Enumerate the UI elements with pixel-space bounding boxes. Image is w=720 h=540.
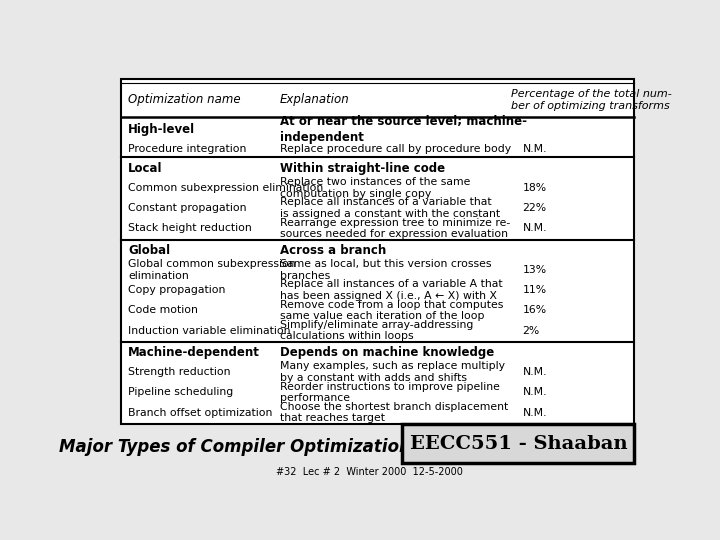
- Text: Pipeline scheduling: Pipeline scheduling: [128, 387, 233, 397]
- Text: Remove code from a loop that computes
same value each iteration of the loop: Remove code from a loop that computes sa…: [280, 300, 503, 321]
- Text: Percentage of the total num-
ber of optimizing transforms: Percentage of the total num- ber of opti…: [511, 89, 672, 111]
- Text: Copy propagation: Copy propagation: [128, 285, 225, 295]
- Text: EECC551 - Shaaban: EECC551 - Shaaban: [410, 435, 627, 453]
- Text: Code motion: Code motion: [128, 306, 198, 315]
- Text: Rearrange expression tree to minimize re-
sources needed for expression evaluati: Rearrange expression tree to minimize re…: [280, 218, 510, 239]
- Text: 22%: 22%: [523, 203, 546, 213]
- Text: Replace procedure call by procedure body: Replace procedure call by procedure body: [280, 144, 511, 154]
- Text: 16%: 16%: [523, 306, 546, 315]
- Text: N.M.: N.M.: [523, 387, 547, 397]
- Text: Replace two instances of the same
computation by single copy: Replace two instances of the same comput…: [280, 177, 470, 199]
- Text: High-level: High-level: [128, 124, 195, 137]
- FancyBboxPatch shape: [121, 79, 634, 424]
- Text: Major Types of Compiler Optimization: Major Types of Compiler Optimization: [59, 437, 411, 456]
- Text: 2%: 2%: [523, 326, 540, 336]
- Text: Constant propagation: Constant propagation: [128, 203, 246, 213]
- Text: Induction variable elimination: Induction variable elimination: [128, 326, 290, 336]
- Text: 13%: 13%: [523, 265, 546, 275]
- Text: Explanation: Explanation: [280, 93, 349, 106]
- Text: Simplify/eliminate array-addressing
calculations within loops: Simplify/eliminate array-addressing calc…: [280, 320, 473, 341]
- Text: Choose the shortest branch displacement
that reaches target: Choose the shortest branch displacement …: [280, 402, 508, 423]
- Text: #32  Lec # 2  Winter 2000  12-5-2000: #32 Lec # 2 Winter 2000 12-5-2000: [276, 467, 462, 477]
- Text: Common subexpression elimination: Common subexpression elimination: [128, 183, 323, 193]
- Text: 18%: 18%: [523, 183, 546, 193]
- FancyBboxPatch shape: [402, 424, 634, 463]
- Text: Many examples, such as replace multiply
by a constant with adds and shifts: Many examples, such as replace multiply …: [280, 361, 505, 383]
- Text: Branch offset optimization: Branch offset optimization: [128, 408, 272, 417]
- Text: N.M.: N.M.: [523, 144, 547, 154]
- Text: Across a branch: Across a branch: [280, 244, 386, 256]
- Text: Replace all instances of a variable A that
has been assigned X (i.e., A ← X) wit: Replace all instances of a variable A th…: [280, 279, 503, 301]
- Text: N.M.: N.M.: [523, 408, 547, 417]
- Text: Global common subexpression
elimination: Global common subexpression elimination: [128, 259, 296, 281]
- Text: At or near the source level; machine-
independent: At or near the source level; machine- in…: [280, 116, 527, 144]
- Text: Stack height reduction: Stack height reduction: [128, 224, 252, 233]
- Text: Local: Local: [128, 161, 163, 174]
- Text: Machine-dependent: Machine-dependent: [128, 346, 260, 359]
- Text: Within straight-line code: Within straight-line code: [280, 161, 445, 174]
- Text: Strength reduction: Strength reduction: [128, 367, 230, 377]
- Text: Global: Global: [128, 244, 170, 256]
- Text: N.M.: N.M.: [523, 224, 547, 233]
- Text: Reorder instructions to improve pipeline
performance: Reorder instructions to improve pipeline…: [280, 382, 500, 403]
- Text: Optimization name: Optimization name: [128, 93, 240, 106]
- Text: Procedure integration: Procedure integration: [128, 144, 246, 154]
- Text: 11%: 11%: [523, 285, 546, 295]
- Text: N.M.: N.M.: [523, 367, 547, 377]
- Text: Same as local, but this version crosses
branches: Same as local, but this version crosses …: [280, 259, 491, 281]
- Text: Replace all instances of a variable that
is assigned a constant with the constan: Replace all instances of a variable that…: [280, 197, 500, 219]
- Text: Depends on machine knowledge: Depends on machine knowledge: [280, 346, 494, 359]
